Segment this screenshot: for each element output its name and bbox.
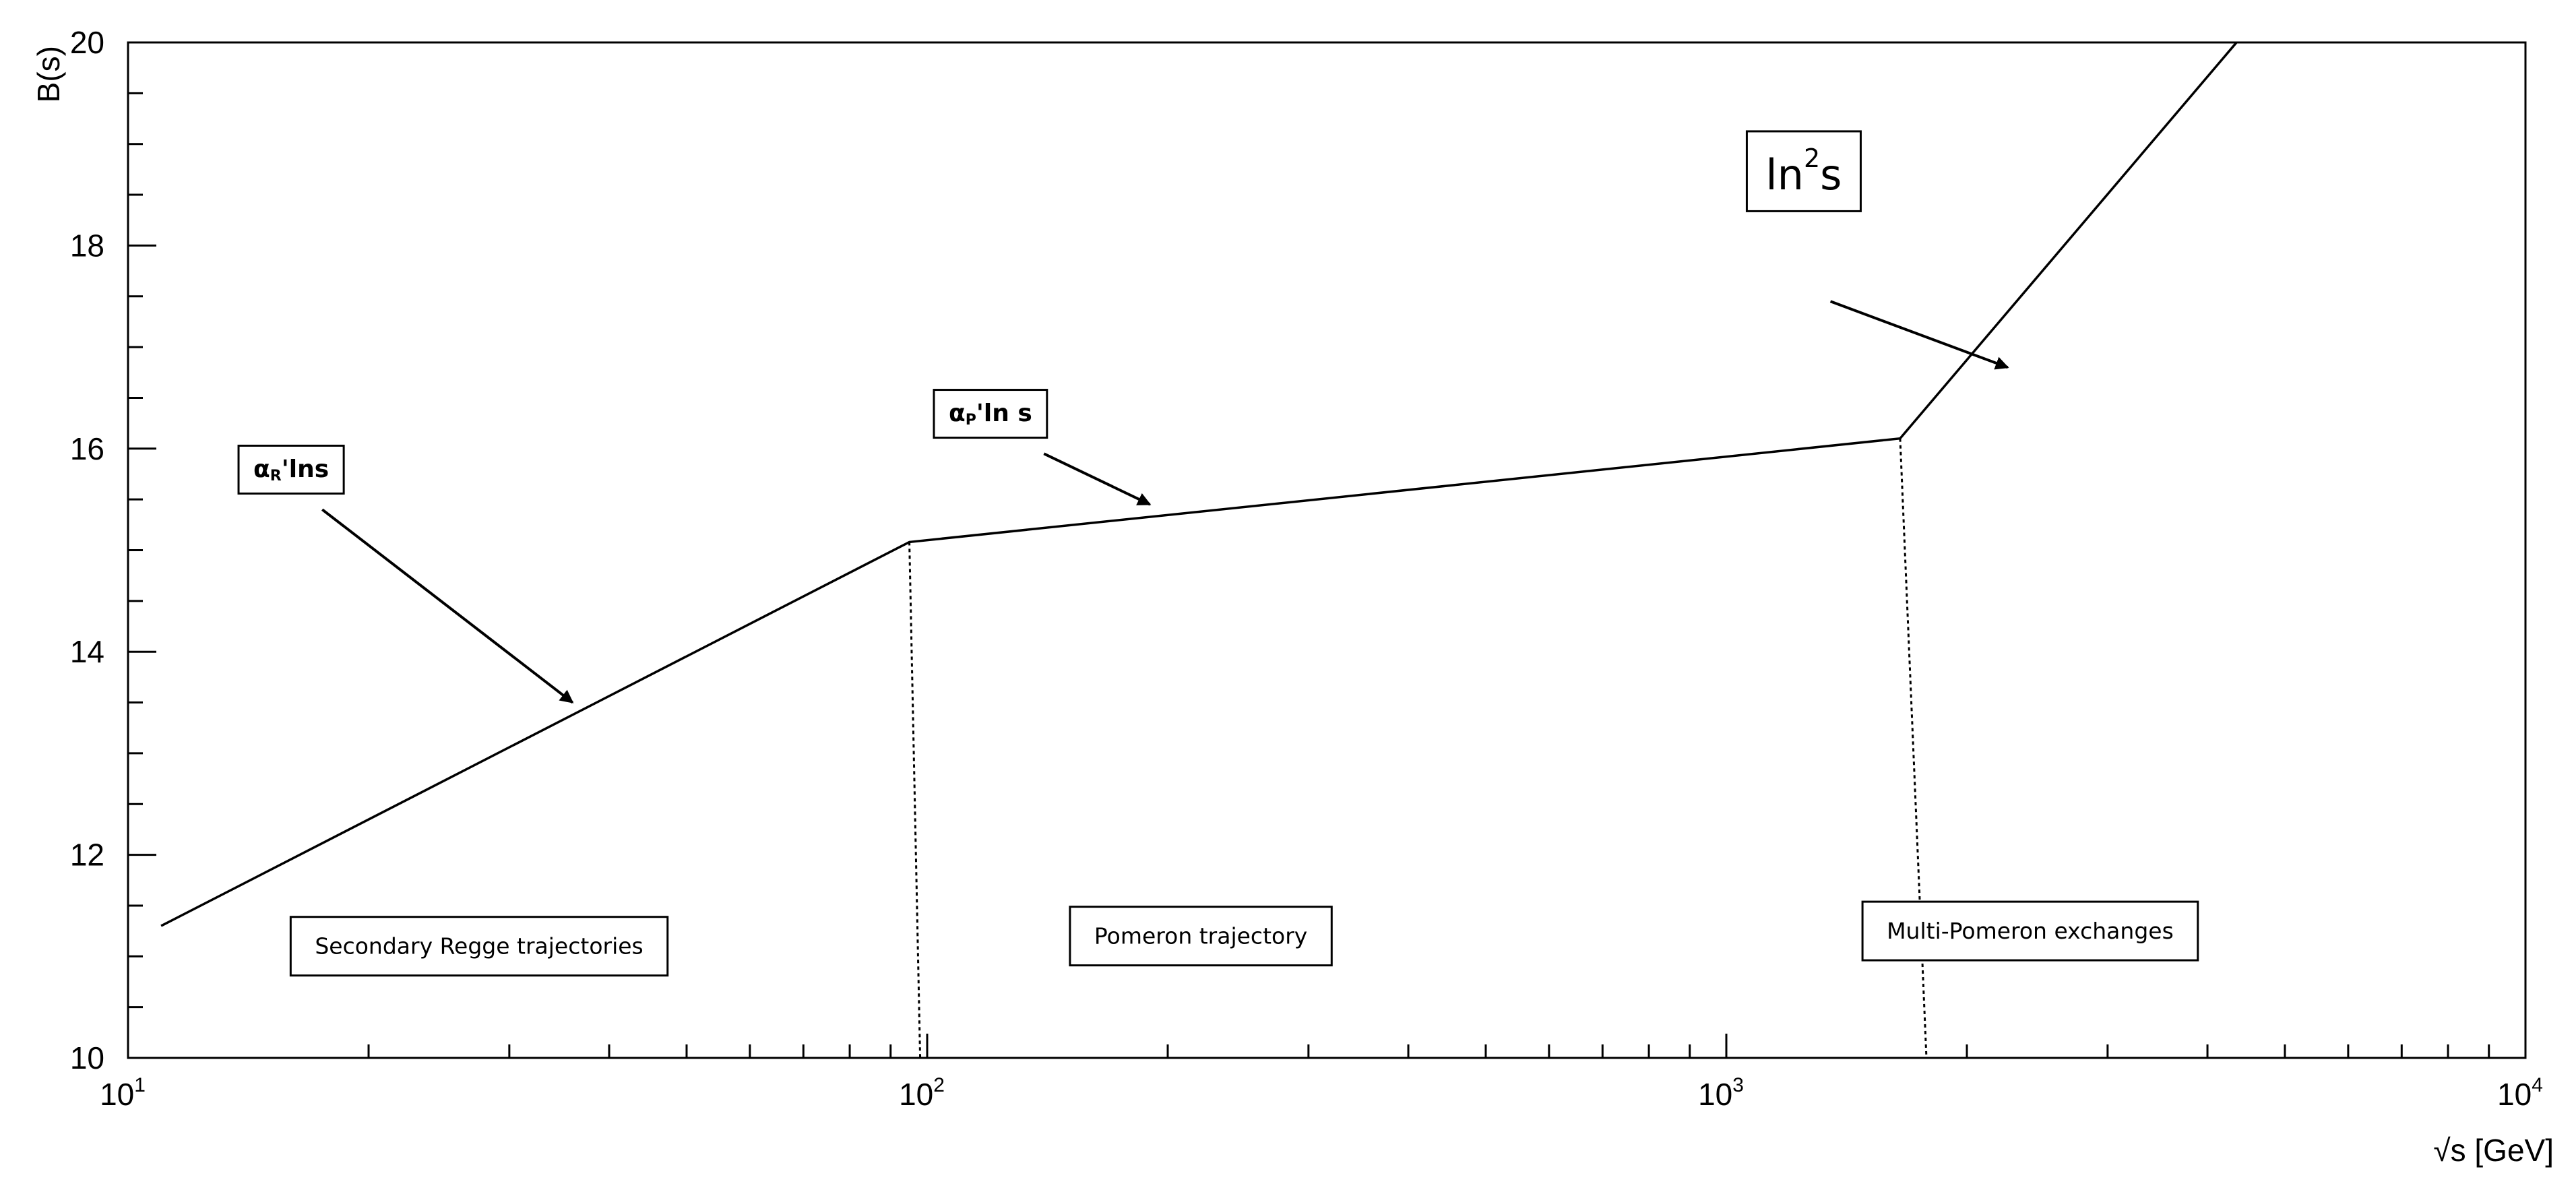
x-tick-label: 103	[1698, 1074, 1744, 1112]
series-line	[160, 41, 2238, 927]
region-label-box	[1861, 900, 2199, 962]
annotation-arrow	[1043, 452, 1152, 506]
region-label: Pomeron trajectory	[1094, 923, 1307, 949]
x-tick-label: 104	[2497, 1074, 2543, 1112]
annotation-arrow	[1829, 300, 2009, 370]
x-axis-title: √s [GeV]	[2433, 1133, 2554, 1168]
y-tick-label: 18	[70, 228, 104, 263]
region-boundaries	[908, 438, 1928, 1059]
annotation-arrow	[321, 508, 574, 704]
annotation-box	[237, 444, 345, 495]
annotation-label: αR'lns	[253, 455, 329, 484]
data-series	[160, 41, 2238, 927]
region-labels: Secondary Regge trajectories Pomeron traj…	[289, 900, 2199, 977]
annotation-label: αP'ln s	[949, 400, 1032, 429]
region-boundary-line	[908, 542, 922, 1059]
tick-labels: 101 102 103 104 10 12 14 16 18 20	[70, 25, 2543, 1112]
y-tick-label: 20	[70, 25, 104, 60]
axis-ticks	[127, 41, 2527, 1059]
x-tick-label: 101	[100, 1074, 146, 1112]
annotation-label: ln2s	[1765, 144, 1842, 199]
region-boundary-line	[1899, 438, 1928, 1059]
y-tick-label: 10	[70, 1040, 104, 1075]
x-tick-label: 102	[899, 1074, 945, 1112]
annotation-box	[933, 389, 1048, 439]
region-label-box	[289, 916, 669, 977]
region-label: Multi-Pomeron exchanges	[1887, 918, 2174, 944]
annotations: αR'lns αP'ln s ln2s	[237, 130, 2009, 704]
y-tick-label: 12	[70, 838, 104, 873]
region-label-box	[1069, 906, 1333, 967]
annotation-box	[1745, 130, 1862, 212]
y-tick-label: 16	[70, 431, 104, 466]
y-axis-title: B(s)	[31, 46, 66, 102]
y-tick-label: 14	[70, 634, 104, 669]
region-label: Secondary Regge trajectories	[315, 933, 643, 960]
